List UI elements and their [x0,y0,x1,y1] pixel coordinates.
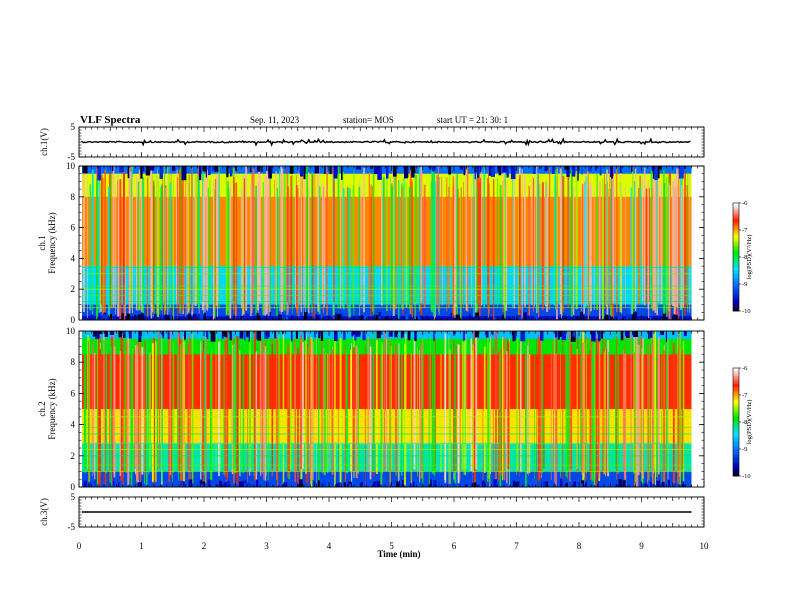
y-tick-label: 4 [71,253,76,263]
x-tick-label: 9 [639,541,644,551]
colorbar-label: log(PSD)(V²/Hz) [746,235,753,280]
x-tick-label: 0 [77,541,82,551]
y-tick-label: 10 [66,161,76,171]
y-axis-label: ch.3(V) [39,498,49,526]
header-start-time: start UT = 21: 30: 1 [437,115,508,125]
y-tick-label: 4 [71,420,76,430]
colorbar-label: log(PSD)(V²/Hz) [746,400,753,445]
y-axis-label: Frequency (kHz) [47,378,57,439]
colorbar-tick-label: -9 [742,281,747,288]
colorbar-tick-label: -7 [742,227,748,234]
x-tick-label: 6 [452,541,457,551]
x-tick-label: 8 [577,541,582,551]
ch2-colorbar: -6 -7 -8 -9 -10 log(PSD)(V²/Hz) [732,365,753,480]
y-tick-label: 0 [71,482,76,492]
time-axis: 0 1 2 3 4 5 6 7 8 9 10 [77,541,709,551]
y-tick-label: -5 [68,152,76,162]
x-tick-label: 10 [700,541,710,551]
y-tick-label: 2 [71,451,76,461]
y-tick-label: 8 [71,357,76,367]
ch1-spectrogram-panel: 0 2 4 6 8 10 ch.1 Frequency (kHz) [37,161,705,325]
x-tick-label: 1 [139,541,144,551]
header-date: Sep. 11, 2023 [250,115,300,125]
colorbar-tick-label: -8 [742,419,747,426]
ch1-colorbar: -6 -7 -8 -9 -10 log(PSD)(V²/Hz) [732,200,753,315]
x-tick-label: 2 [202,541,207,551]
colorbar-tick-label: -9 [742,446,747,453]
colorbar-tick-label: -10 [742,473,751,480]
header-station: station= MOS [343,115,394,125]
x-tick-label: 7 [514,541,519,551]
ch3-waveform-panel: 5 -5 ch.3(V) [39,492,705,532]
y-axis-label: Frequency (kHz) [47,212,57,273]
y-axis-label: ch.1(V) [39,128,49,156]
y-tick-label: 2 [71,284,76,294]
y-tick-label: 5 [71,122,76,132]
colorbar-tick-label: -6 [742,365,748,372]
y-tick-label: 5 [71,492,76,502]
x-axis-label: Time (min) [377,549,420,559]
ch1-waveform-panel: 5 -5 ch.1(V) [39,122,705,162]
ch2-spectrogram-panel: 0 2 4 6 8 10 ch.2 Frequency (kHz) [37,326,705,492]
y-tick-label: 6 [71,223,76,233]
x-tick-label: 3 [264,541,269,551]
spectrogram-image [82,331,692,488]
y-tick-label: -5 [68,522,76,532]
y-tick-label: 0 [71,315,76,325]
spectrogram-image [82,166,692,321]
y-axis-channel-label: ch.2 [37,401,47,416]
y-tick-label: 8 [71,192,76,202]
figure-title: VLF Spectra [80,114,141,126]
waveform-trace [81,137,691,147]
y-axis-channel-label: ch.1 [37,235,47,250]
x-tick-label: 5 [389,541,394,551]
colorbar-tick-label: -7 [742,392,748,399]
colorbar-tick-label: -6 [742,200,748,207]
colorbar-tick-label: -8 [742,254,747,261]
colorbar-tick-label: -10 [742,308,751,315]
y-tick-label: 6 [71,388,76,398]
y-tick-label: 10 [66,326,76,336]
x-tick-label: 4 [327,541,332,551]
